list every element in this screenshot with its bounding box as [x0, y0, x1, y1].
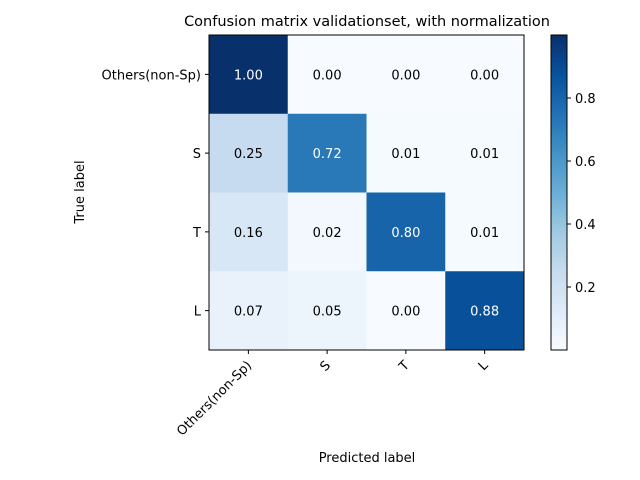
heatmap-cell: [209, 113, 289, 193]
cell-value-label: 0.01: [470, 226, 499, 241]
cell-value-label: 0.25: [234, 147, 263, 162]
cell-value-labels: 1.00 0.00 0.00 0.00 0.25 0.72 0.01 0.01 0.16 0.02…: [234, 68, 499, 319]
cell-value-label: 0.72: [313, 147, 342, 162]
x-tick-label: T: [396, 358, 413, 375]
heatmap-cell: [366, 35, 446, 115]
heatmap-cell: [209, 192, 289, 272]
heatmap-cell: [287, 35, 367, 115]
plot-frame: [208, 34, 525, 351]
chart-title: Confusion matrix validationset, with nor…: [184, 14, 550, 30]
heatmap: [209, 35, 525, 351]
colorbar-tick-label: 0.8: [575, 92, 596, 107]
y-tick-label: L: [194, 305, 202, 320]
colorbar-tick-label: 0.2: [575, 281, 596, 296]
cell-value-label: 0.16: [234, 226, 263, 241]
heatmap-cell: [445, 35, 525, 115]
x-axis-label: Predicted label: [319, 451, 416, 466]
cell-value-label: 0.00: [391, 305, 420, 320]
cell-value-label: 0.01: [391, 147, 420, 162]
heatmap-cell: [366, 113, 446, 193]
cell-value-label: 0.00: [313, 68, 342, 83]
cell-value-label: 0.00: [470, 68, 499, 83]
x-tick-label: L: [476, 358, 492, 374]
cell-value-label: 0.05: [313, 305, 342, 320]
x-tick-label: Others(non-Sp): [174, 358, 255, 439]
cell-value-label: 0.01: [470, 147, 499, 162]
x-axis-ticks: Others(non-Sp) S T L: [174, 350, 492, 439]
colorbar-tick-label: 0.6: [575, 155, 596, 170]
cell-value-label: 1.00: [234, 68, 263, 83]
heatmap-cell: [445, 192, 525, 272]
heatmap-cell: [287, 113, 367, 193]
y-tick-label: T: [192, 226, 201, 241]
y-axis-label: True label: [73, 160, 88, 224]
heatmap-cell: [287, 271, 367, 351]
colorbar-ticks: 0.2 0.4 0.6 0.8: [567, 92, 596, 296]
y-tick-label: Others(non-Sp): [102, 68, 201, 83]
cell-value-label: 0.80: [391, 226, 420, 241]
y-tick-label: S: [193, 147, 201, 162]
heatmap-cell: [287, 192, 367, 272]
heatmap-cell: [366, 271, 446, 351]
cell-value-label: 0.88: [470, 305, 499, 320]
heatmap-cell: [209, 35, 289, 115]
cell-value-label: 0.00: [391, 68, 420, 83]
heatmap-cell: [209, 271, 289, 351]
heatmap-cell: [366, 192, 446, 272]
heatmap-cell: [445, 113, 525, 193]
cell-value-label: 0.07: [234, 305, 263, 320]
x-tick-label: S: [318, 358, 334, 374]
cell-value-label: 0.02: [313, 226, 342, 241]
colorbar: [550, 34, 568, 351]
y-axis-ticks: Others(non-Sp) S T L: [102, 68, 209, 320]
heatmap-cell: [445, 271, 525, 351]
colorbar-tick-label: 0.4: [575, 218, 596, 233]
